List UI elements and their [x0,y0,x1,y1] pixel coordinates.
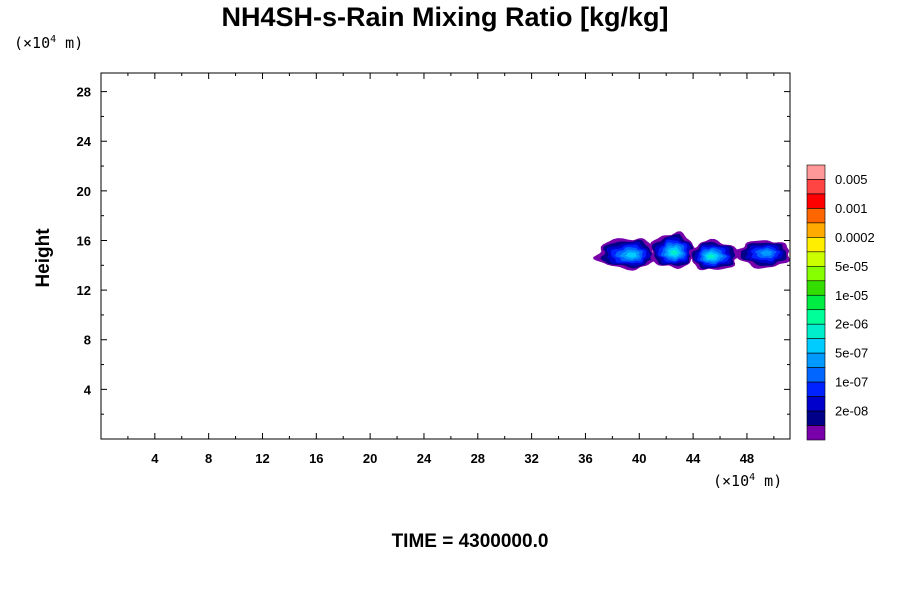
colorbar-label: 1e-05 [835,288,868,303]
x-tick-label: 12 [255,451,269,466]
y-tick-label: 24 [77,134,92,149]
colorbar-swatch [806,280,826,296]
plot-frame [100,72,791,440]
contour-band [760,250,772,257]
colorbar: 0.005 0.001 0.0002 5e-05 1e-05 2e-06 5e-07 1e-0… [806,164,875,441]
rain-cell [733,240,790,269]
colorbar-label: 2e-08 [835,404,868,419]
y-axis-unit: (×104 m) [14,34,83,52]
x-tick-label: 40 [632,451,646,466]
x-unit-prefix: (×10 [713,472,750,490]
colorbar-swatch [806,251,826,267]
colorbar-label: 0.001 [835,201,868,216]
colorbar-label: 0.005 [835,172,868,187]
rain-cell [649,231,699,269]
colorbar-swatch [806,237,826,253]
colorbar-swatch [806,367,826,383]
contour-band [670,249,678,256]
y-tick-label: 20 [77,184,91,199]
colorbar-swatch [806,309,826,325]
chart-title: NH4SH-s-Rain Mixing Ratio [kg/kg] [221,2,669,32]
x-unit-suffix: m) [755,472,783,490]
x-tick-label: 28 [471,451,485,466]
colorbar-swatch [806,193,826,209]
x-tick-label: 24 [417,451,432,466]
colorbar-swatch [806,425,826,441]
contour-band [707,253,715,259]
rain-cell [593,238,658,271]
x-unit-exponent: 4 [749,472,756,483]
y-unit-prefix: (×10 [14,34,51,52]
rain-cell [688,238,741,271]
colorbar-swatch [806,381,826,397]
colorbar-swatch [806,266,826,282]
colorbar-swatch [806,323,826,339]
colorbar-swatch [806,208,826,224]
x-axis-unit: (×104 m) [713,472,782,490]
colorbar-label: 0.0002 [835,230,875,245]
colorbar-swatch [806,338,826,354]
colorbar-label: 2e-06 [835,317,868,332]
mixing-ratio-field [593,231,790,271]
y-unit-exponent: 4 [50,34,57,45]
colorbar-swatch [806,179,826,195]
contour-band [625,252,637,259]
colorbar-swatch [806,352,826,368]
time-label: TIME = 4300000.0 [391,531,549,552]
colorbar-swatch [806,222,826,238]
x-tick-label: 44 [686,451,701,466]
colorbar-label: 1e-07 [835,375,868,390]
colorbar-label: 5e-05 [835,259,868,274]
x-tick-label: 4 [151,451,159,466]
colorbar-label: 5e-07 [835,346,868,361]
y-tick-label: 8 [84,333,91,348]
colorbar-swatch [806,410,826,426]
y-tick-label: 4 [84,382,92,397]
colorbar-swatch [806,164,826,180]
x-tick-label: 8 [205,451,212,466]
x-tick-label: 32 [524,451,538,466]
data-layer [593,231,790,271]
colorbar-swatch [806,294,826,311]
y-unit-suffix: m) [56,34,84,52]
x-tick-label: 20 [363,451,377,466]
y-tick-label: 12 [77,283,91,298]
x-tick-label: 36 [578,451,592,466]
x-tick-label: 48 [740,451,754,466]
colorbar-swatch [806,396,826,412]
y-tick-label: 16 [77,233,91,248]
x-tick-label: 16 [309,451,323,466]
y-tick-label: 28 [77,85,91,100]
